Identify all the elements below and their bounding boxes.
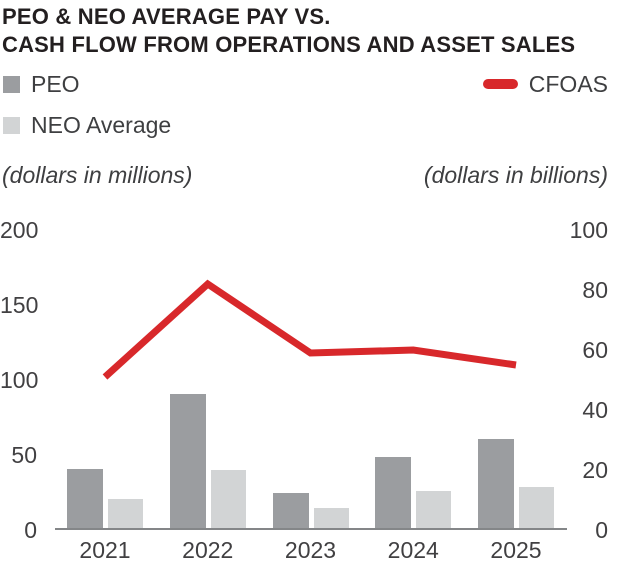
right-axis-tick: 60 <box>582 337 608 363</box>
chart-title: PEO & NEO AVERAGE PAY VS. CASH FLOW FROM… <box>2 3 575 59</box>
chart-title-line1: PEO & NEO AVERAGE PAY VS. <box>2 4 331 29</box>
x-axis-label: 2024 <box>387 537 439 563</box>
legend-label-neo: NEO Average <box>31 111 172 138</box>
right-axis-tick: 100 <box>569 217 608 243</box>
peo-bar <box>169 393 206 529</box>
peo-bar <box>478 438 514 529</box>
x-axis-label: 2021 <box>79 537 131 563</box>
neo-bar <box>416 491 452 529</box>
x-axis-label: 2022 <box>182 537 234 563</box>
right-axis-tick: 20 <box>582 457 608 483</box>
peo-bar <box>375 456 412 529</box>
legend-label-peo: PEO <box>31 70 80 97</box>
left-axis-tick: 150 <box>0 292 39 318</box>
cfoas-line-icon <box>482 79 518 89</box>
left-axis-tick: 200 <box>0 217 39 243</box>
x-axis-label: 2025 <box>490 537 542 563</box>
neo-bar <box>108 498 143 529</box>
legend-item-peo: PEO <box>3 70 80 97</box>
peo-swatch-icon <box>3 75 20 93</box>
x-axis-line <box>55 528 567 530</box>
neo-swatch-icon <box>3 116 20 134</box>
x-axis-label: 2023 <box>284 537 337 563</box>
right-axis-tick: 40 <box>582 397 608 423</box>
legend-item-cfoas: CFOAS <box>482 70 608 97</box>
chart-title-line2: CASH FLOW FROM OPERATIONS AND ASSET SALE… <box>2 32 576 57</box>
neo-bar <box>210 470 246 529</box>
neo-bar <box>519 486 554 529</box>
neo-bar <box>313 507 349 529</box>
left-axis-caption: (dollars in millions) <box>2 162 193 188</box>
right-axis-tick: 0 <box>595 517 608 543</box>
peo-bar <box>272 492 309 529</box>
left-axis-tick: 0 <box>24 517 37 543</box>
left-axis-tick: 100 <box>0 367 39 393</box>
legend-label-cfoas: CFOAS <box>528 70 608 97</box>
left-axis-tick: 50 <box>11 442 37 468</box>
right-axis-caption: (dollars in billions) <box>423 162 608 188</box>
peo-bar <box>67 468 103 529</box>
right-axis-tick: 80 <box>582 277 608 303</box>
legend-item-neo: NEO Average <box>3 111 172 138</box>
